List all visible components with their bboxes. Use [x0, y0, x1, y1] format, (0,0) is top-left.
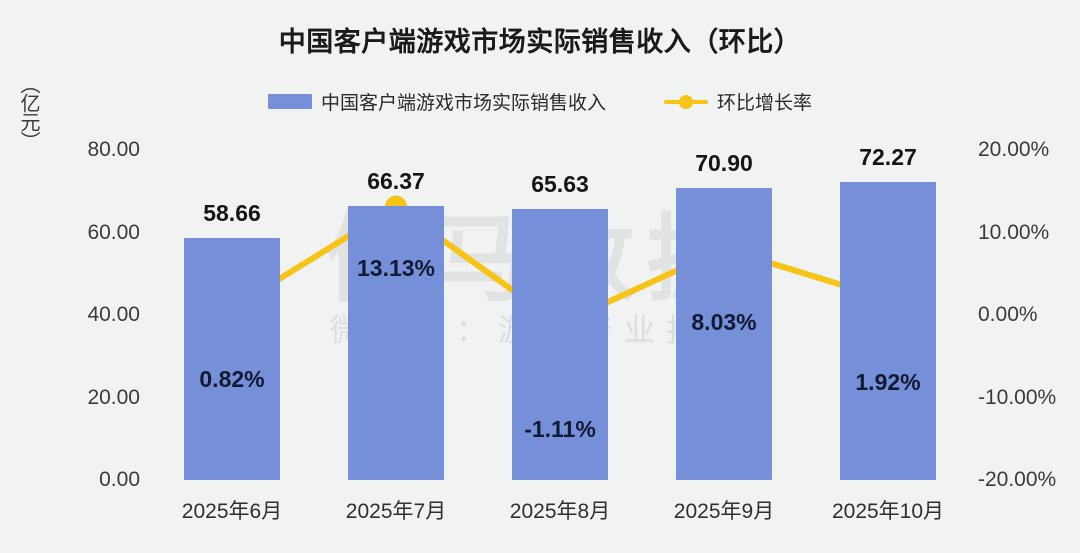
- x-axis-tick-2: 2025年8月: [509, 500, 611, 523]
- bar-value-label-5: 72.27: [859, 143, 917, 170]
- left-axis-tick-4: 80.00: [87, 138, 140, 161]
- right-axis-tick-3: 10.00%: [978, 220, 1050, 244]
- left-axis-tick-3: 60.00: [87, 220, 140, 244]
- growth-rate-label-2: 13.13%: [356, 254, 436, 281]
- bar-1[interactable]: [184, 238, 280, 480]
- growth-rate-label-1: 0.82%: [199, 366, 265, 393]
- right-axis-tick-4: 20.00%: [978, 138, 1050, 161]
- bar-4[interactable]: [676, 187, 772, 480]
- left-axis-tick-0: 0.00: [99, 468, 140, 491]
- legend-item-revenue[interactable]: 中国客户端游戏市场实际销售收入: [267, 88, 606, 115]
- right-axis-tick-0: -20.00%: [978, 468, 1057, 491]
- left-axis-tick-2: 40.00: [87, 303, 140, 326]
- bar-value-label-3: 65.63: [531, 171, 589, 198]
- page-title: 中国客户端游戏市场实际销售收入（环比）: [278, 27, 802, 57]
- plot-area: 58.66 66.37 65.63 70.90 72.27 0.82% 13.13% -1.1…: [150, 144, 970, 480]
- growth-rate-label-4: 8.03%: [691, 308, 757, 335]
- bar-value-label-2: 66.37: [367, 168, 425, 195]
- legend-item-growth-rate[interactable]: 环比增长率: [664, 88, 812, 115]
- growth-rate-label-5: 1.92%: [855, 369, 921, 396]
- growth-rate-label-3: -1.11%: [524, 416, 596, 443]
- bar-value-label-4: 70.90: [695, 149, 753, 176]
- right-axis-tick-2: 0.00%: [978, 303, 1038, 326]
- bar-2[interactable]: [348, 206, 444, 480]
- bar-value-label-1: 58.66: [203, 200, 261, 227]
- bar-5[interactable]: [840, 181, 936, 480]
- y-axis-title: （亿元）: [17, 74, 39, 150]
- left-axis-tick-1: 20.00: [87, 385, 140, 409]
- x-axis-tick-1: 2025年7月: [345, 500, 447, 523]
- x-axis-tick-4: 2025年10月: [831, 500, 945, 523]
- right-axis-tick-1: -10.00%: [978, 385, 1057, 409]
- legend-label-growth-rate: 环比增长率: [717, 93, 813, 114]
- legend-label-revenue: 中国客户端游戏市场实际销售收入: [320, 93, 606, 114]
- x-axis-ticks: 2025年6月 2025年7月 2025年8月 2025年9月 2025年10月: [150, 495, 970, 535]
- legend-line-swatch-icon: [664, 94, 708, 109]
- legend-bar-swatch-icon: [267, 94, 312, 109]
- bar-3[interactable]: [512, 209, 608, 480]
- x-axis-tick-0: 2025年6月: [181, 500, 283, 523]
- left-axis-ticks: 0.00 20.00 40.00 60.00 80.00: [62, 138, 140, 491]
- chart-legend: 中国客户端游戏市场实际销售收入 环比增长率: [0, 88, 1080, 115]
- right-axis-ticks: -20.00% -10.00% 0.00% 10.00% 20.00%: [978, 138, 1078, 491]
- x-axis-tick-3: 2025年9月: [673, 500, 775, 523]
